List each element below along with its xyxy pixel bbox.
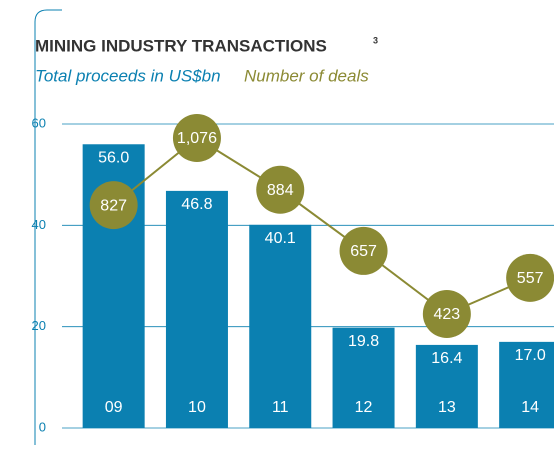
- data-point: [506, 253, 554, 302]
- legend-entry: Number of deals: [244, 66, 369, 85]
- x-tick-label: 13: [438, 399, 456, 416]
- value-label: 423: [433, 306, 460, 323]
- y-tick-label: 60: [32, 115, 46, 130]
- x-tick-label: 09: [105, 399, 123, 416]
- value-label: 827: [100, 197, 127, 214]
- value-label: 19.8: [348, 333, 379, 350]
- value-label: 1,076: [177, 130, 217, 147]
- frame: [34, 9, 62, 445]
- title-superscript: 3: [373, 35, 378, 45]
- x-tick-label: 11: [272, 399, 289, 416]
- legend-entry: Total proceeds in US$bn: [35, 66, 221, 85]
- data-point: [256, 165, 305, 214]
- value-label: 657: [350, 243, 377, 260]
- x-tick-label: 12: [355, 399, 373, 416]
- data-point: [89, 181, 138, 230]
- value-label: 17.0: [515, 347, 546, 364]
- value-label: 46.8: [181, 196, 212, 213]
- data-point: [172, 114, 221, 163]
- data-point: [422, 290, 471, 338]
- y-tick-label: 40: [32, 217, 46, 232]
- bar: [165, 190, 228, 428]
- bar: [332, 327, 395, 428]
- bar: [249, 224, 312, 428]
- x-tick-label: 10: [188, 399, 206, 416]
- bar: [499, 341, 554, 428]
- value-label: 40.1: [265, 230, 296, 247]
- value-label: 884: [267, 182, 294, 199]
- bar: [415, 344, 478, 428]
- value-label: 16.4: [431, 350, 462, 367]
- chart-title: MINING INDUSTRY TRANSACTIONS: [35, 36, 327, 55]
- y-tick-label: 0: [39, 419, 46, 434]
- x-tick-label: 14: [521, 399, 539, 416]
- value-label: 557: [517, 270, 544, 287]
- y-tick-label: 20: [32, 318, 46, 333]
- data-point: [339, 226, 388, 275]
- value-label: 56.0: [98, 149, 129, 166]
